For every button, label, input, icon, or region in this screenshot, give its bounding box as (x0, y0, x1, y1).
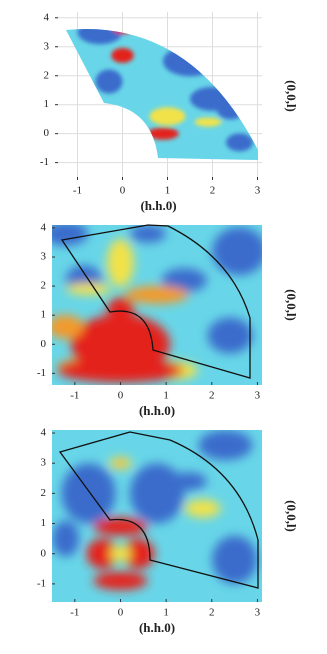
x-tick-label: 3 (255, 607, 261, 619)
y-tick-label: 2 (44, 69, 50, 81)
y-tick-label: 3 (41, 457, 47, 469)
intensity-blob (198, 430, 253, 461)
intensity-blob (163, 46, 217, 77)
intensity-blob (147, 127, 179, 140)
y-tick-label: 1 (44, 98, 50, 110)
x-tick-label: 0 (118, 607, 124, 619)
y-tick-label: 3 (41, 251, 47, 263)
intensity-blob (106, 297, 134, 322)
heatmap-texture (52, 225, 262, 383)
intensity-blob (149, 107, 186, 126)
x-axis-label: (h.h.0) (139, 620, 175, 635)
intensity-blob (93, 571, 148, 590)
x-tick-label: 2 (209, 390, 215, 402)
y-tick-label: -1 (37, 367, 46, 379)
intensity-blob (212, 535, 258, 584)
intensity-blob (212, 227, 262, 276)
intensity-blob (130, 463, 184, 524)
x-axis-label: (h.h.0) (140, 198, 176, 213)
intensity-blob (109, 546, 132, 562)
intensity-blob (77, 29, 123, 45)
panel: -1 0 1 2 3 -1 0 1 2 3 4 (h.h.0) (0,0,l) (37, 221, 299, 418)
y-tick-label: 0 (41, 547, 47, 559)
intensity-blob (129, 225, 166, 243)
y-tick-label: 4 (41, 221, 47, 233)
y-axis-label: (0,0,l) (284, 80, 299, 112)
intensity-blob (161, 268, 207, 293)
intensity-blob (194, 117, 222, 127)
intensity-blob (70, 314, 170, 375)
y-tick-label: 3 (44, 40, 50, 52)
intensity-blob (66, 283, 112, 295)
y-axis-label: (0,0,l) (284, 289, 299, 321)
sector-outline (58, 431, 259, 589)
x-tick-label: 3 (255, 185, 261, 197)
intensity-blob (57, 358, 184, 383)
x-tick-label: 3 (255, 390, 261, 402)
intensity-blob (61, 463, 116, 524)
intensity-blob (122, 538, 155, 569)
y-axis-label: (0,0,l) (284, 500, 299, 532)
y-tick-label: -1 (37, 577, 46, 589)
y-tick-label: -1 (40, 156, 49, 168)
x-tick-label: -1 (70, 390, 79, 402)
y-tick-label: 2 (41, 280, 47, 292)
y-tick-label: 2 (41, 487, 47, 499)
heatmap-texture (52, 430, 258, 590)
intensity-blob (52, 314, 84, 339)
intensity-blob (95, 69, 123, 94)
x-tick-label: 1 (163, 607, 169, 619)
x-tick-label: 2 (209, 607, 215, 619)
x-tick-label: 2 (210, 185, 216, 197)
y-tick-label: 1 (41, 309, 47, 321)
x-tick-label: 0 (120, 185, 126, 197)
panel: -1 0 1 2 3 -1 0 1 2 3 4 (h.h.0) (0,0,l) (37, 427, 299, 635)
intensity-blob (52, 520, 80, 557)
x-tick-label: 0 (118, 390, 124, 402)
y-tick-label: 4 (44, 11, 50, 23)
panel: -1 0 1 2 3 -1 0 1 2 3 4 (h.h.0) (0,0,l) (40, 11, 299, 213)
y-tick-label: 4 (41, 427, 47, 439)
intensity-blob (111, 47, 134, 63)
intensity-blob (93, 517, 148, 536)
heatmap (66, 29, 258, 160)
intensity-blob (86, 538, 118, 569)
intensity-blob (106, 238, 134, 287)
intensity-blob (207, 317, 253, 354)
intensity-blob (184, 499, 221, 518)
sector-outline (60, 224, 251, 379)
intensity-blob (125, 285, 189, 304)
intensity-blob (217, 101, 244, 120)
x-tick-label: 1 (163, 390, 169, 402)
x-tick-label: -1 (70, 607, 79, 619)
intensity-blob (170, 472, 207, 491)
x-tick-label: -1 (73, 185, 82, 197)
heatmap (52, 225, 262, 385)
y-tick-label: 1 (41, 517, 47, 529)
x-tick-label: 1 (165, 185, 171, 197)
y-tick-label: 0 (44, 127, 50, 139)
heatmap (52, 430, 262, 602)
y-tick-label: 0 (41, 338, 47, 350)
x-axis-label: (h.h.0) (139, 403, 175, 418)
intensity-blob (115, 460, 126, 467)
intensity-blob (226, 133, 253, 152)
intensity-blob (52, 225, 89, 246)
